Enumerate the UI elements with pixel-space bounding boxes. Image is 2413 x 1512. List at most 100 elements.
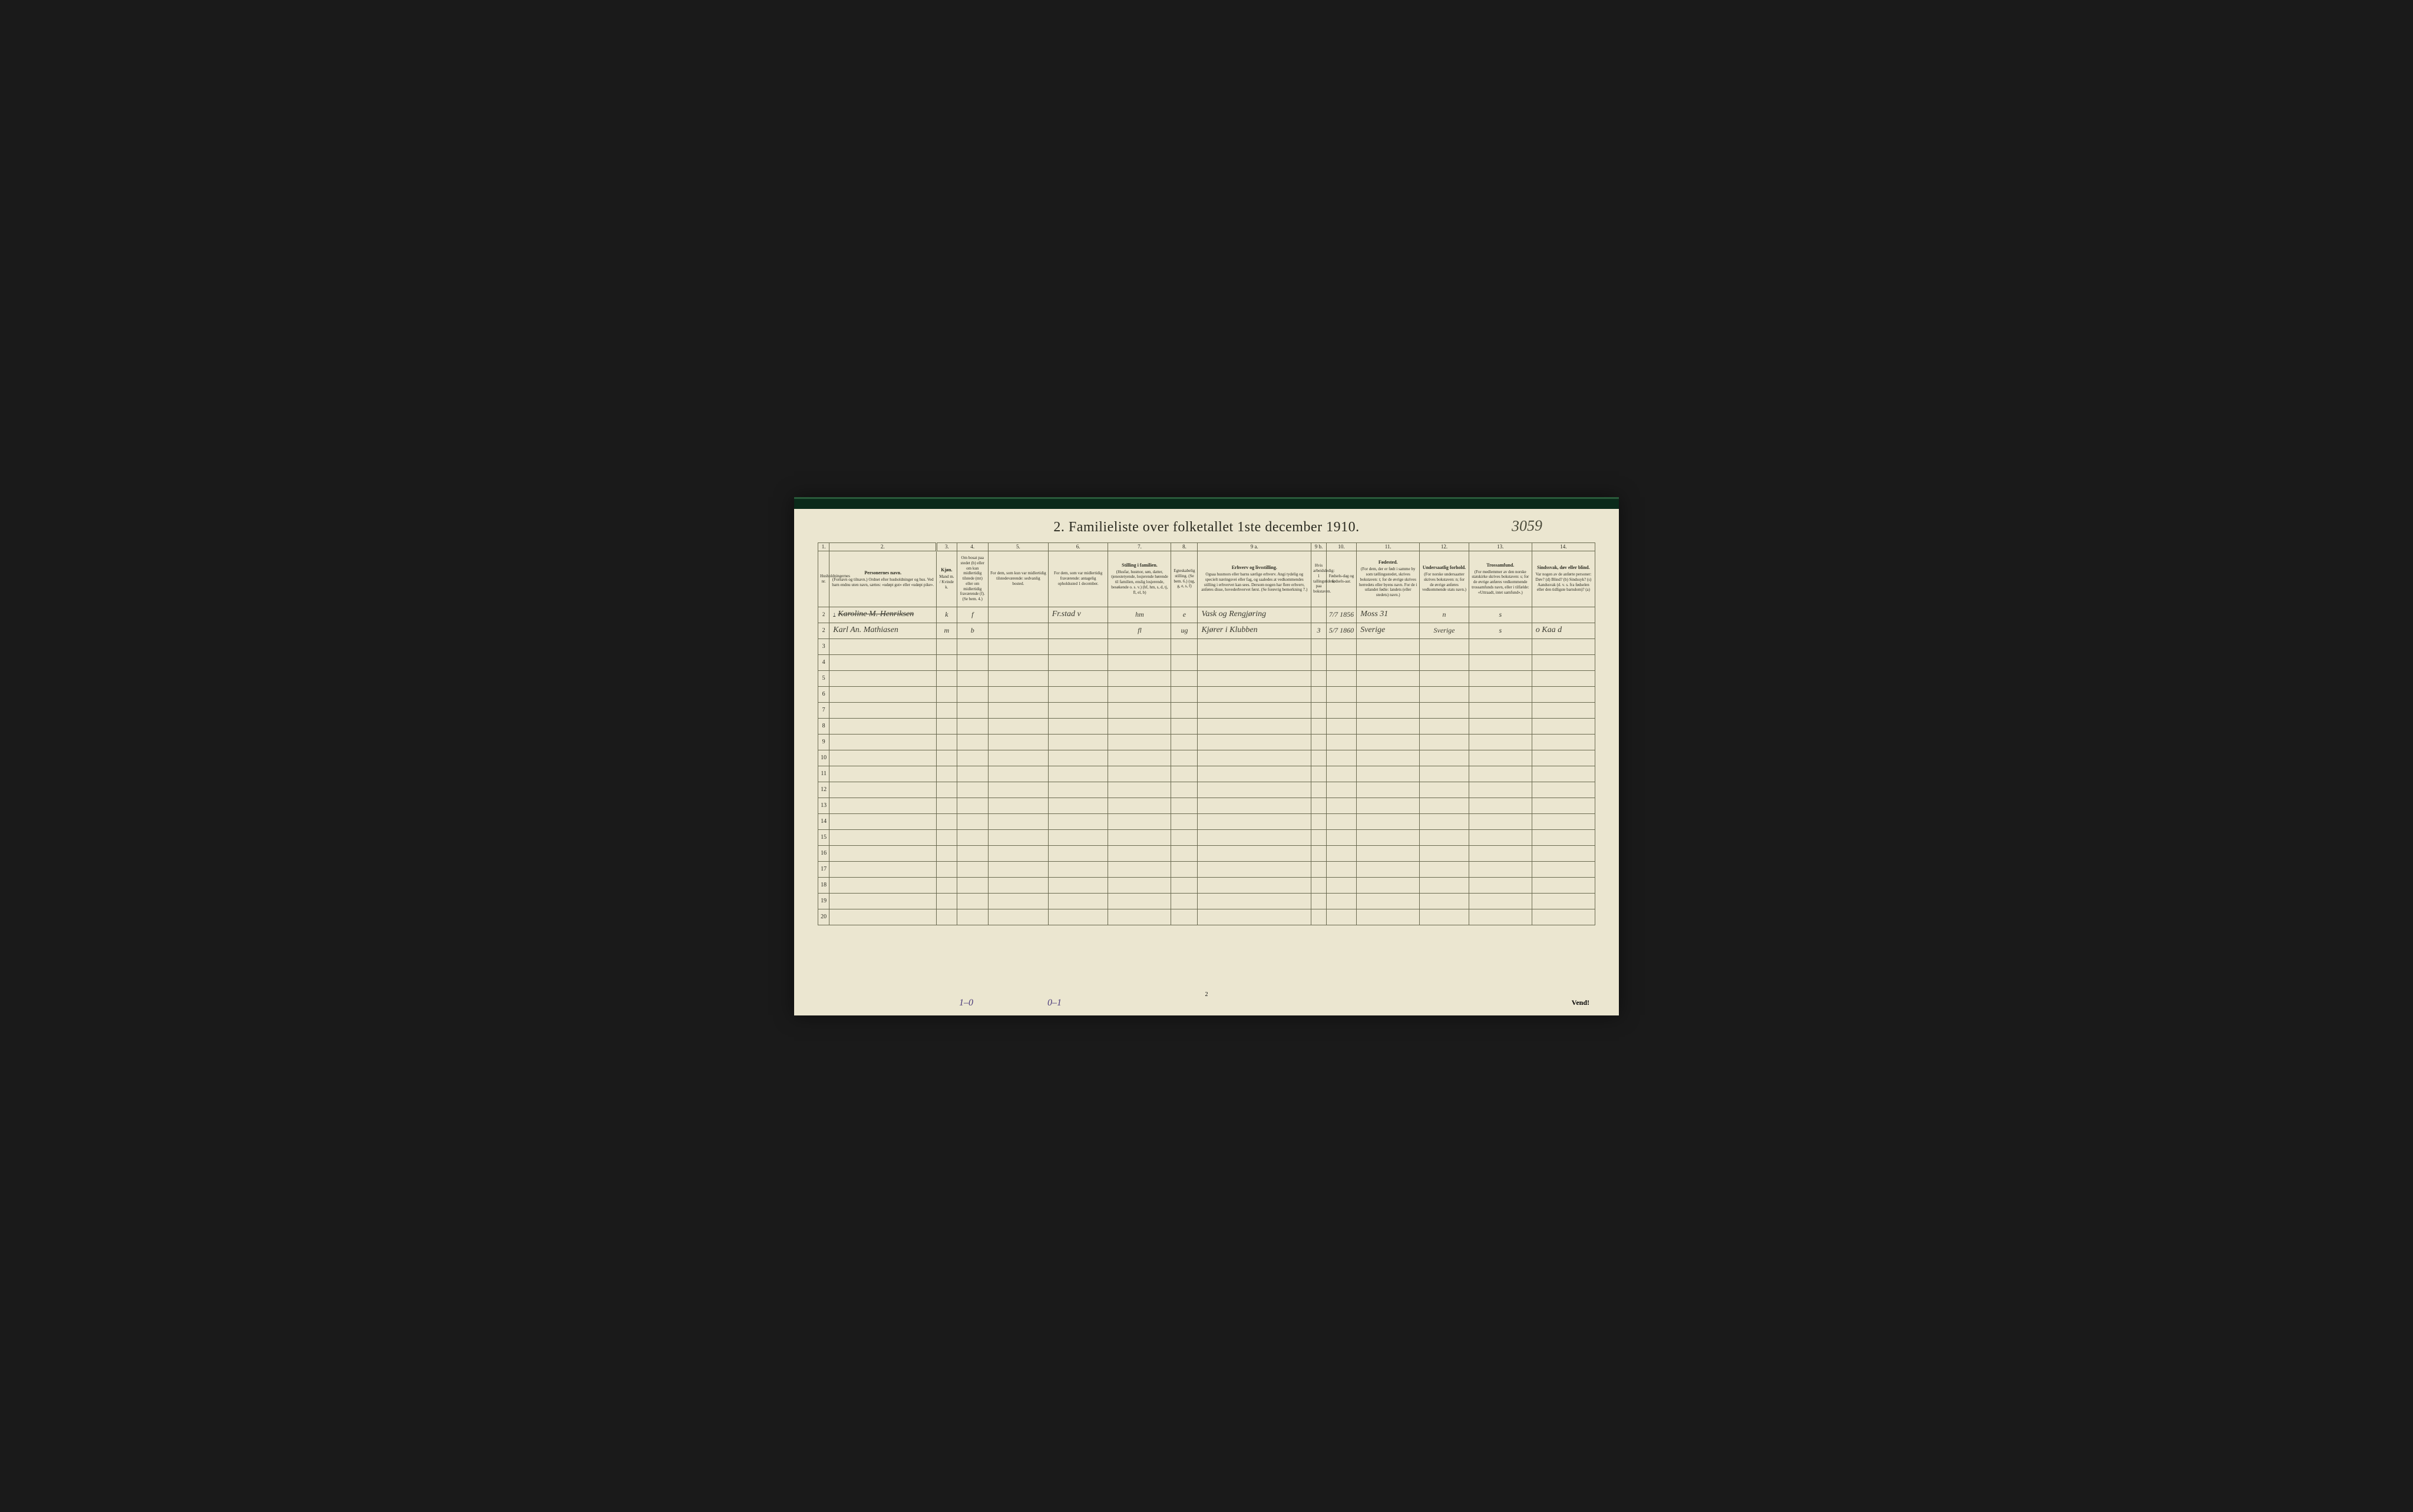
col-num: 8. [1171, 542, 1198, 551]
cell [829, 845, 937, 861]
table-row: 6 [818, 686, 1595, 702]
col-num: 5. [989, 542, 1049, 551]
cell [937, 845, 957, 861]
cell: 7 [818, 702, 829, 718]
col-num: 10. [1326, 542, 1356, 551]
cell [957, 909, 989, 925]
cell [1420, 670, 1469, 686]
cell [937, 798, 957, 813]
cell [829, 686, 937, 702]
col-num: 14. [1532, 542, 1595, 551]
cell [989, 798, 1049, 813]
cell [1171, 861, 1198, 877]
cell [1469, 893, 1532, 909]
cell [989, 861, 1049, 877]
cell [989, 877, 1049, 893]
cell [1357, 638, 1420, 654]
cell [1420, 782, 1469, 798]
cell [1326, 766, 1356, 782]
cell: 10 [818, 750, 829, 766]
cell [1326, 702, 1356, 718]
cell [1198, 909, 1311, 925]
cell [957, 766, 989, 782]
cell [1357, 861, 1420, 877]
cell [1311, 750, 1327, 766]
cell [1357, 909, 1420, 925]
cell [1420, 750, 1469, 766]
cell [937, 702, 957, 718]
table-row: 5 [818, 670, 1595, 686]
cell: k [937, 607, 957, 623]
table-row: 13 [818, 798, 1595, 813]
cell [1171, 670, 1198, 686]
footer-tally-left: 1–0 [959, 998, 973, 1008]
cell [1532, 845, 1595, 861]
cell: s [1469, 623, 1532, 638]
cell [1311, 654, 1327, 670]
cell [1326, 845, 1356, 861]
cell [1171, 909, 1198, 925]
table-row: 17 [818, 861, 1595, 877]
cell [1171, 766, 1198, 782]
cell [1357, 718, 1420, 734]
cell [1311, 718, 1327, 734]
cell: 8 [818, 718, 829, 734]
cell [1326, 670, 1356, 686]
cell [1048, 766, 1108, 782]
col-header: Stilling i familien.(Husfar, husmor, søn… [1108, 551, 1171, 607]
cell [1532, 813, 1595, 829]
cell [829, 909, 937, 925]
census-form-page: 2. Familieliste over folketallet 1ste de… [794, 497, 1619, 1015]
cell: hm [1108, 607, 1171, 623]
cell: Vask og Rengjøring [1198, 607, 1311, 623]
cell: 7/7 1856 [1326, 607, 1356, 623]
cell [1198, 877, 1311, 893]
cell [1357, 766, 1420, 782]
cell [1532, 734, 1595, 750]
title-bar: 2. Familieliste over folketallet 1ste de… [794, 509, 1619, 542]
cell: 2 [818, 623, 829, 638]
cell [1198, 654, 1311, 670]
cell [937, 909, 957, 925]
cell [1357, 782, 1420, 798]
cell [1048, 829, 1108, 845]
cell [1108, 909, 1171, 925]
cell [1532, 909, 1595, 925]
cell [1048, 702, 1108, 718]
cell [1420, 702, 1469, 718]
cell: Kjører i Klubben [1198, 623, 1311, 638]
cell: 20 [818, 909, 829, 925]
cell [1532, 798, 1595, 813]
cell [1532, 638, 1595, 654]
cell [1420, 909, 1469, 925]
cell [1532, 654, 1595, 670]
cell [937, 750, 957, 766]
cell [989, 638, 1049, 654]
table-row: 20 [818, 909, 1595, 925]
cell [1420, 813, 1469, 829]
table-row: 3 [818, 638, 1595, 654]
col-header: Undersaatlig forhold.(For norske undersa… [1420, 551, 1469, 607]
census-table: 1.2.3.4.5.6.7.8.9 a.9 b.10.11.12.13.14. … [818, 542, 1595, 925]
page-title: 2. Familieliste over folketallet 1ste de… [794, 520, 1619, 535]
cell [937, 766, 957, 782]
cell: Karl An. Mathiasen [829, 623, 937, 638]
cell [1311, 734, 1327, 750]
cell [1357, 670, 1420, 686]
cell [1469, 686, 1532, 702]
cell: ug [1171, 623, 1198, 638]
cell [1198, 702, 1311, 718]
col-num: 12. [1420, 542, 1469, 551]
cell [1311, 766, 1327, 782]
cell [1108, 813, 1171, 829]
cell: 11 [818, 766, 829, 782]
cell [829, 893, 937, 909]
cell [1357, 750, 1420, 766]
col-num: 9 b. [1311, 542, 1327, 551]
cell [1048, 813, 1108, 829]
cell [1532, 861, 1595, 877]
cell [1469, 670, 1532, 686]
table-row: 18 [818, 877, 1595, 893]
cell [1048, 638, 1108, 654]
cell [1048, 750, 1108, 766]
